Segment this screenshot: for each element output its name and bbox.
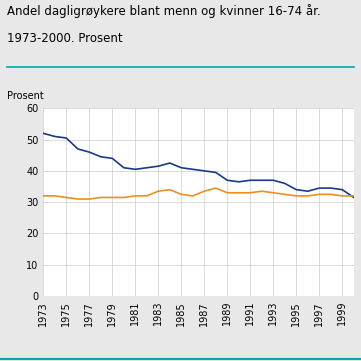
Menn — [145, 166, 149, 170]
Kvinner — [99, 195, 103, 200]
Kvinner — [145, 194, 149, 198]
Text: Prosent: Prosent — [7, 91, 44, 101]
Menn — [352, 195, 356, 200]
Menn — [64, 136, 69, 140]
Text: 1973-2000. Prosent: 1973-2000. Prosent — [7, 32, 123, 45]
Menn — [99, 155, 103, 159]
Kvinner — [260, 189, 264, 193]
Kvinner — [110, 195, 114, 200]
Menn — [179, 166, 183, 170]
Menn — [236, 180, 241, 184]
Kvinner — [76, 197, 80, 201]
Menn — [317, 186, 321, 190]
Kvinner — [225, 191, 230, 195]
Menn — [53, 134, 57, 139]
Kvinner — [306, 194, 310, 198]
Text: Andel dagligrøykere blant menn og kvinner 16-74 år.: Andel dagligrøykere blant menn og kvinne… — [7, 4, 321, 18]
Kvinner — [41, 194, 45, 198]
Menn — [110, 156, 114, 161]
Kvinner — [133, 194, 138, 198]
Menn — [294, 187, 299, 192]
Menn — [340, 187, 344, 192]
Kvinner — [248, 191, 252, 195]
Kvinner — [179, 192, 183, 196]
Menn — [283, 181, 287, 186]
Kvinner — [122, 195, 126, 200]
Kvinner — [294, 194, 299, 198]
Menn — [225, 178, 230, 182]
Kvinner — [236, 191, 241, 195]
Kvinner — [352, 194, 356, 198]
Kvinner — [87, 197, 91, 201]
Kvinner — [168, 187, 172, 192]
Kvinner — [191, 194, 195, 198]
Kvinner — [156, 189, 161, 193]
Kvinner — [64, 195, 69, 200]
Kvinner — [329, 192, 333, 196]
Kvinner — [214, 186, 218, 190]
Menn — [87, 150, 91, 154]
Menn — [133, 167, 138, 171]
Kvinner — [317, 192, 321, 196]
Menn — [271, 178, 275, 182]
Kvinner — [271, 191, 275, 195]
Line: Menn: Menn — [43, 133, 354, 197]
Menn — [191, 167, 195, 171]
Menn — [306, 189, 310, 193]
Menn — [329, 186, 333, 190]
Menn — [41, 131, 45, 135]
Menn — [122, 166, 126, 170]
Menn — [248, 178, 252, 182]
Line: Kvinner: Kvinner — [43, 188, 354, 199]
Menn — [202, 169, 206, 173]
Kvinner — [202, 189, 206, 193]
Menn — [168, 161, 172, 165]
Kvinner — [283, 192, 287, 196]
Menn — [76, 147, 80, 151]
Menn — [260, 178, 264, 182]
Menn — [214, 170, 218, 175]
Kvinner — [340, 194, 344, 198]
Kvinner — [53, 194, 57, 198]
Menn — [156, 164, 161, 168]
